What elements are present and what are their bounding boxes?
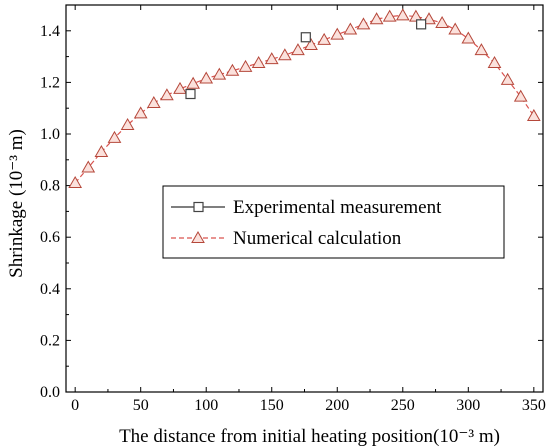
numerical-point xyxy=(487,56,502,69)
y-tick-label: 0.8 xyxy=(40,178,60,195)
series-layer xyxy=(68,8,541,189)
y-tick-label: 0.2 xyxy=(40,332,60,349)
numerical-point xyxy=(435,16,449,29)
y-tick-label: 0.4 xyxy=(40,281,60,298)
x-tick-label: 300 xyxy=(456,397,480,414)
x-tick-label: 150 xyxy=(260,397,284,414)
numerical-point xyxy=(133,106,148,119)
experimental-point xyxy=(185,88,196,100)
y-tick-label: 0.6 xyxy=(40,229,60,246)
experimental-point xyxy=(416,19,427,30)
y-tick-label: 1.4 xyxy=(40,23,60,40)
numerical-point xyxy=(94,145,109,158)
numerical-point xyxy=(120,117,135,130)
legend-box xyxy=(162,185,505,259)
legend: Experimental measurement Numerical calcul… xyxy=(162,185,505,259)
numerical-point xyxy=(304,37,318,50)
numerical-point xyxy=(356,17,371,30)
x-tick-label: 200 xyxy=(325,397,349,414)
numerical-point xyxy=(146,96,161,109)
numerical-point xyxy=(395,8,410,21)
numerical-point xyxy=(343,22,358,35)
numerical-point xyxy=(277,48,292,61)
numerical-point xyxy=(369,12,384,25)
legend-label-experimental: Experimental measurement xyxy=(233,197,442,218)
x-tick-label: 50 xyxy=(133,397,149,414)
x-tick-label: 250 xyxy=(391,397,415,414)
legend-label-numerical: Numerical calculation xyxy=(233,228,402,249)
numerical-point xyxy=(474,43,489,56)
x-tick-label: 100 xyxy=(194,397,218,414)
y-axis-title: Shrinkage (10⁻³ m) xyxy=(6,129,27,278)
numerical-point xyxy=(251,56,266,69)
numerical-point xyxy=(330,27,345,40)
numerical-point xyxy=(81,160,96,173)
numerical-point xyxy=(199,71,214,84)
numerical-point xyxy=(500,72,515,85)
numerical-point xyxy=(448,22,463,35)
numerical-point xyxy=(409,9,423,22)
x-tick-label: 350 xyxy=(522,397,546,414)
legend-marker-numerical xyxy=(191,230,205,243)
numerical-point xyxy=(264,52,279,65)
y-tick-label: 1.0 xyxy=(40,126,60,143)
numerical-point xyxy=(212,67,227,80)
numerical-point xyxy=(526,108,541,121)
numerical-point xyxy=(513,89,528,102)
numerical-point xyxy=(291,43,305,56)
numerical-point xyxy=(107,130,122,143)
experimental-point xyxy=(300,32,311,43)
y-tick-label: 1.2 xyxy=(40,74,60,91)
y-tick-label: 0.0 xyxy=(40,384,60,401)
x-axis-title: The distance from initial heating positi… xyxy=(119,426,500,447)
numerical-point xyxy=(68,176,83,189)
numerical-point xyxy=(160,88,174,101)
x-tick-label: 0 xyxy=(71,397,79,414)
numerical-point xyxy=(225,63,240,76)
numerical-point xyxy=(186,76,200,89)
axes: 0 50 100 150 200 250 300 350 0.0 0.2 0.4 0.6 0.8 1.0 1… xyxy=(40,4,546,414)
numerical-point xyxy=(317,32,332,45)
numerical-point xyxy=(173,81,187,94)
numerical-point xyxy=(238,59,253,72)
legend-marker-experimental xyxy=(193,201,204,213)
numerical-point xyxy=(382,9,397,22)
numerical-point xyxy=(461,31,476,44)
